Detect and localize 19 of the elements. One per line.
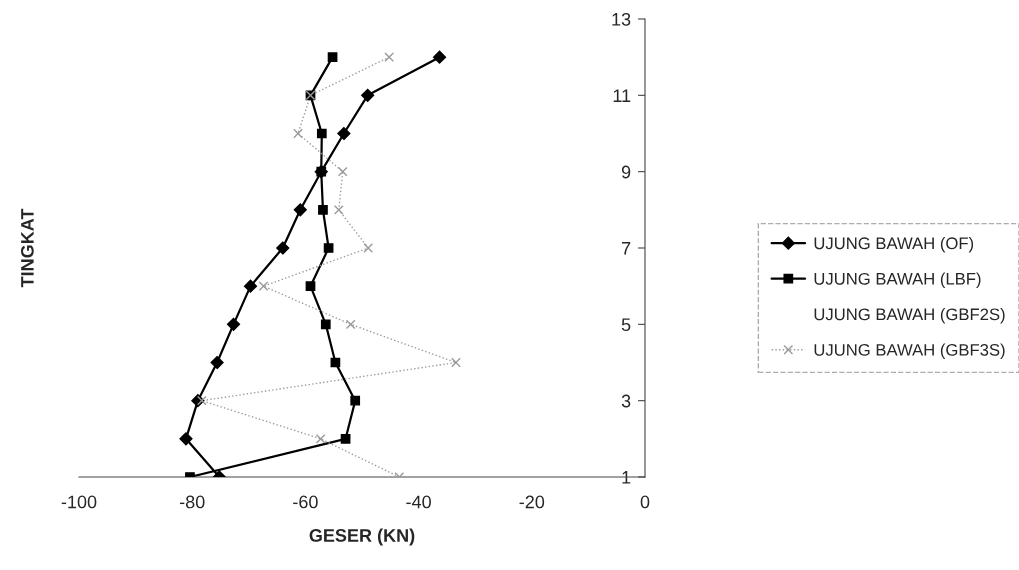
y-tick-label: 9 <box>621 165 631 179</box>
y-tick-label: 13 <box>612 12 631 26</box>
y-axis-title: TINGKAT <box>20 208 34 288</box>
x-tick-label: 0 <box>640 495 650 509</box>
x-tick-label: -40 <box>406 495 431 509</box>
y-tick-label: 1 <box>622 471 631 484</box>
x-tick-label: -20 <box>519 495 545 509</box>
legend-label: UJUNG BAWAH (GBF3S) <box>814 343 1005 360</box>
x-axis-title: GESER (KN) <box>309 528 415 546</box>
legend-label: UJUNG BAWAH (OF) <box>814 236 974 253</box>
y-tick-label: 11 <box>613 89 631 102</box>
y-tick-label: 7 <box>622 242 631 255</box>
y-tick-label: 3 <box>621 394 631 408</box>
text: UJUNG BAWAH (GBF2S) <box>814 308 1005 324</box>
y-tick-label: 5 <box>621 318 631 332</box>
x-tick-label: -80 <box>179 495 205 509</box>
x-tick-label: -100 <box>61 495 97 509</box>
legend-label: UJUNG BAWAH (LBF) <box>814 272 981 288</box>
x-tick-label: -60 <box>293 495 318 509</box>
